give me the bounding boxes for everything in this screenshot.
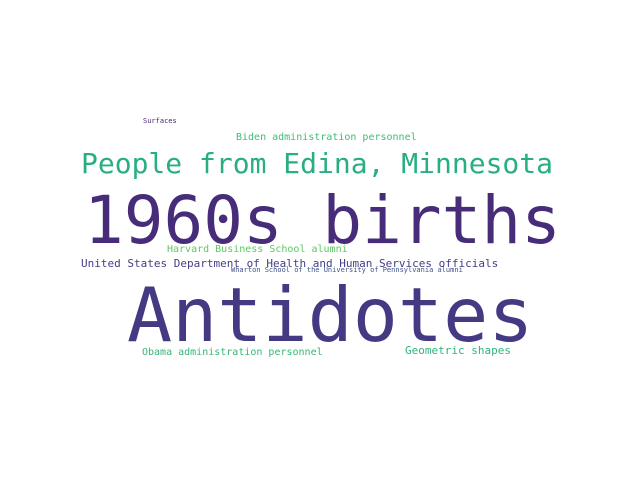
word-surfaces: Surfaces [143, 117, 177, 125]
word-biden-administration-personnel: Biden administration personnel [236, 132, 417, 143]
word-wharton-alumni: Wharton School of the University of Penn… [231, 266, 463, 274]
word-obama-administration-personnel: Obama administration personnel [142, 347, 323, 358]
word-geometric-shapes: Geometric shapes [405, 344, 511, 357]
word-1960s-births: 1960s births [84, 182, 561, 259]
word-harvard-business-school-alumni: Harvard Business School alumni [167, 244, 348, 255]
word-people-from-edina-minnesota: People from Edina, Minnesota [81, 147, 554, 180]
word-hhs-officials: United States Department of Health and H… [81, 257, 499, 270]
word-antidotes: Antidotes [127, 271, 534, 359]
